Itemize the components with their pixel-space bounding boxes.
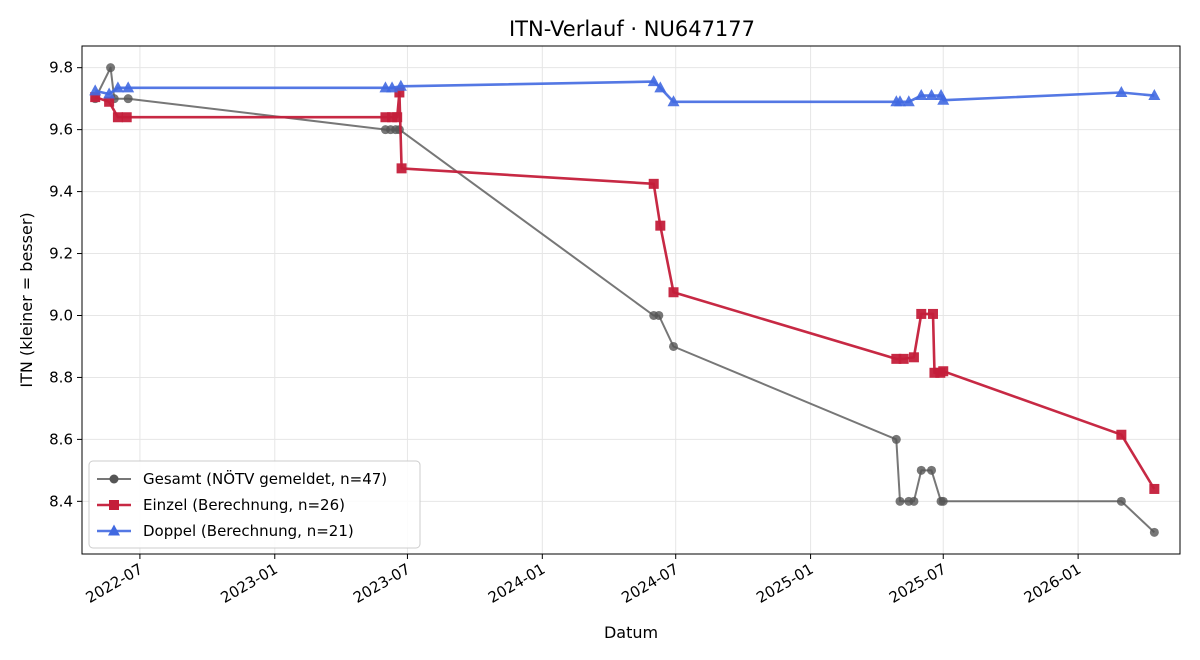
series-gesamt	[90, 63, 1159, 537]
x-tick-label: 2023-07	[350, 560, 413, 607]
x-tick-label: 2024-01	[485, 560, 548, 607]
data-point-gesamt	[895, 496, 905, 506]
data-point-gesamt	[938, 496, 948, 506]
data-point-einzel	[908, 352, 919, 363]
data-point-einzel	[387, 112, 398, 123]
series-einzel	[90, 87, 1160, 494]
data-point-doppel	[89, 84, 102, 96]
data-point-einzel	[898, 353, 909, 364]
data-point-gesamt	[106, 63, 116, 73]
data-point-doppel	[111, 81, 124, 93]
data-point-einzel	[392, 112, 403, 123]
legend-marker-gesamt	[109, 474, 119, 484]
series-line-einzel	[94, 91, 1156, 490]
y-tick-label: 8.4	[49, 492, 73, 510]
legend-label-einzel: Einzel (Berechnung, n=26)	[143, 496, 345, 514]
data-point-doppel	[386, 81, 399, 93]
plot-frame	[81, 45, 1181, 555]
y-tick-label: 9.8	[49, 59, 73, 77]
data-point-doppel	[894, 95, 907, 107]
data-point-einzel	[648, 178, 659, 189]
legend-label-doppel: Doppel (Berechnung, n=21)	[143, 522, 354, 540]
data-point-einzel	[104, 96, 115, 107]
legend-marker-einzel	[109, 500, 119, 510]
data-point-einzel	[394, 87, 405, 98]
data-point-einzel	[938, 366, 949, 377]
data-point-doppel	[667, 95, 680, 107]
x-tick-label: 2023-01	[217, 560, 280, 607]
data-point-einzel	[380, 112, 391, 123]
y-tick-label: 9.6	[49, 121, 73, 139]
data-point-gesamt	[1116, 496, 1126, 506]
legend-marker-doppel	[108, 524, 120, 536]
x-tick-label: 2024-07	[618, 560, 681, 607]
data-point-einzel	[655, 220, 666, 231]
grid-layer	[82, 46, 1180, 554]
chart-title: ITN-Verlauf · NU647177	[509, 17, 755, 41]
y-axis-title: ITN (kleiner = besser)	[17, 212, 36, 387]
y-tick-label: 9.2	[49, 245, 73, 263]
legend: Gesamt (NÖTV gemeldet, n=47) Einzel (Bere…	[88, 460, 421, 549]
x-tick-label: 2025-01	[753, 560, 816, 607]
data-point-doppel	[902, 95, 915, 107]
data-point-doppel	[1148, 89, 1161, 101]
data-point-einzel	[1116, 429, 1127, 440]
data-point-einzel	[916, 308, 927, 319]
data-point-gesamt	[1149, 527, 1159, 537]
x-tick-label: 2025-07	[886, 560, 949, 607]
data-point-einzel	[396, 163, 407, 174]
series-layer	[89, 63, 1161, 537]
series-doppel	[89, 75, 1161, 107]
data-point-doppel	[1115, 85, 1128, 97]
data-point-einzel	[668, 287, 679, 298]
data-point-einzel	[121, 112, 132, 123]
data-point-gesamt	[669, 341, 679, 351]
data-point-doppel	[122, 81, 135, 93]
y-tick-label: 9.0	[49, 306, 73, 324]
series-line-doppel	[94, 80, 1155, 104]
data-point-gesamt	[123, 94, 133, 104]
data-point-doppel	[925, 89, 938, 101]
y-tick-label: 8.8	[49, 368, 73, 386]
y-tick-label: 9.4	[49, 183, 73, 201]
legend-label-gesamt: Gesamt (NÖTV gemeldet, n=47)	[143, 469, 387, 488]
data-point-gesamt	[927, 465, 937, 475]
data-point-einzel	[927, 308, 938, 319]
data-point-gesamt	[891, 434, 901, 444]
data-point-doppel	[937, 93, 950, 105]
legend-box	[88, 460, 421, 549]
data-point-gesamt	[909, 496, 919, 506]
data-point-einzel	[1149, 483, 1160, 494]
y-tick-label: 8.6	[49, 430, 73, 448]
data-point-gesamt	[654, 310, 664, 320]
data-point-doppel	[915, 89, 928, 101]
data-point-doppel	[647, 75, 660, 87]
data-point-einzel	[891, 353, 902, 364]
x-tick-label: 2022-07	[83, 560, 146, 607]
data-point-einzel	[929, 367, 940, 378]
data-point-doppel	[394, 79, 407, 91]
data-point-gesamt	[916, 465, 926, 475]
x-tick-label: 2026-01	[1021, 560, 1084, 607]
data-point-einzel	[90, 92, 101, 103]
data-point-doppel	[103, 87, 116, 99]
data-point-doppel	[654, 81, 667, 93]
x-axis-title: Datum	[604, 623, 658, 642]
data-point-einzel	[112, 112, 123, 123]
